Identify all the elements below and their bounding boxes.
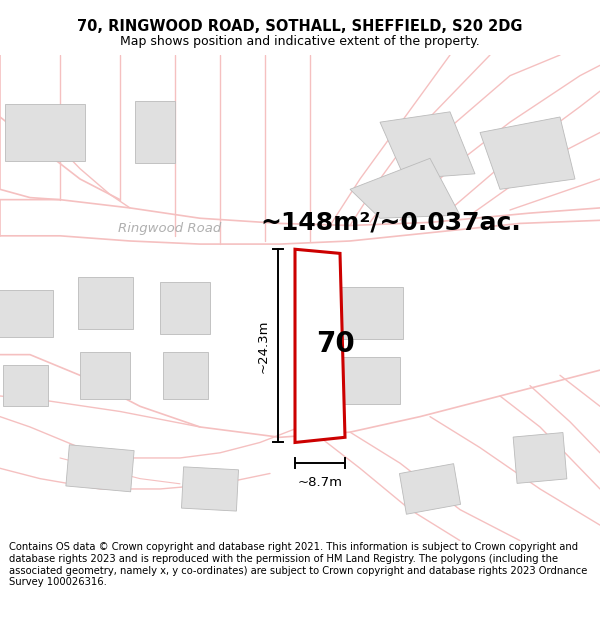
Text: 70: 70 [316,330,355,358]
Bar [2,365,47,406]
Bar [77,277,133,329]
Bar [66,445,134,492]
Bar [330,357,400,404]
Bar [160,282,210,334]
Polygon shape [480,117,575,189]
Text: ~24.3m: ~24.3m [257,319,270,372]
Text: Map shows position and indicative extent of the property.: Map shows position and indicative extent… [120,36,480,48]
Bar [513,432,567,483]
Bar [80,352,130,399]
Bar [328,288,403,339]
Bar [400,464,461,514]
Text: Ringwood Road: Ringwood Road [118,222,221,235]
Bar [0,290,53,336]
Bar [135,101,175,164]
Polygon shape [380,112,475,179]
Text: Contains OS data © Crown copyright and database right 2021. This information is : Contains OS data © Crown copyright and d… [9,542,587,588]
Text: ~8.7m: ~8.7m [298,476,343,489]
Text: 70, RINGWOOD ROAD, SOTHALL, SHEFFIELD, S20 2DG: 70, RINGWOOD ROAD, SOTHALL, SHEFFIELD, S… [77,19,523,34]
Bar [181,467,239,511]
Polygon shape [350,158,460,218]
Bar [5,104,85,161]
Text: ~148m²/~0.037ac.: ~148m²/~0.037ac. [260,211,521,234]
Bar [163,352,208,399]
Polygon shape [295,249,345,442]
